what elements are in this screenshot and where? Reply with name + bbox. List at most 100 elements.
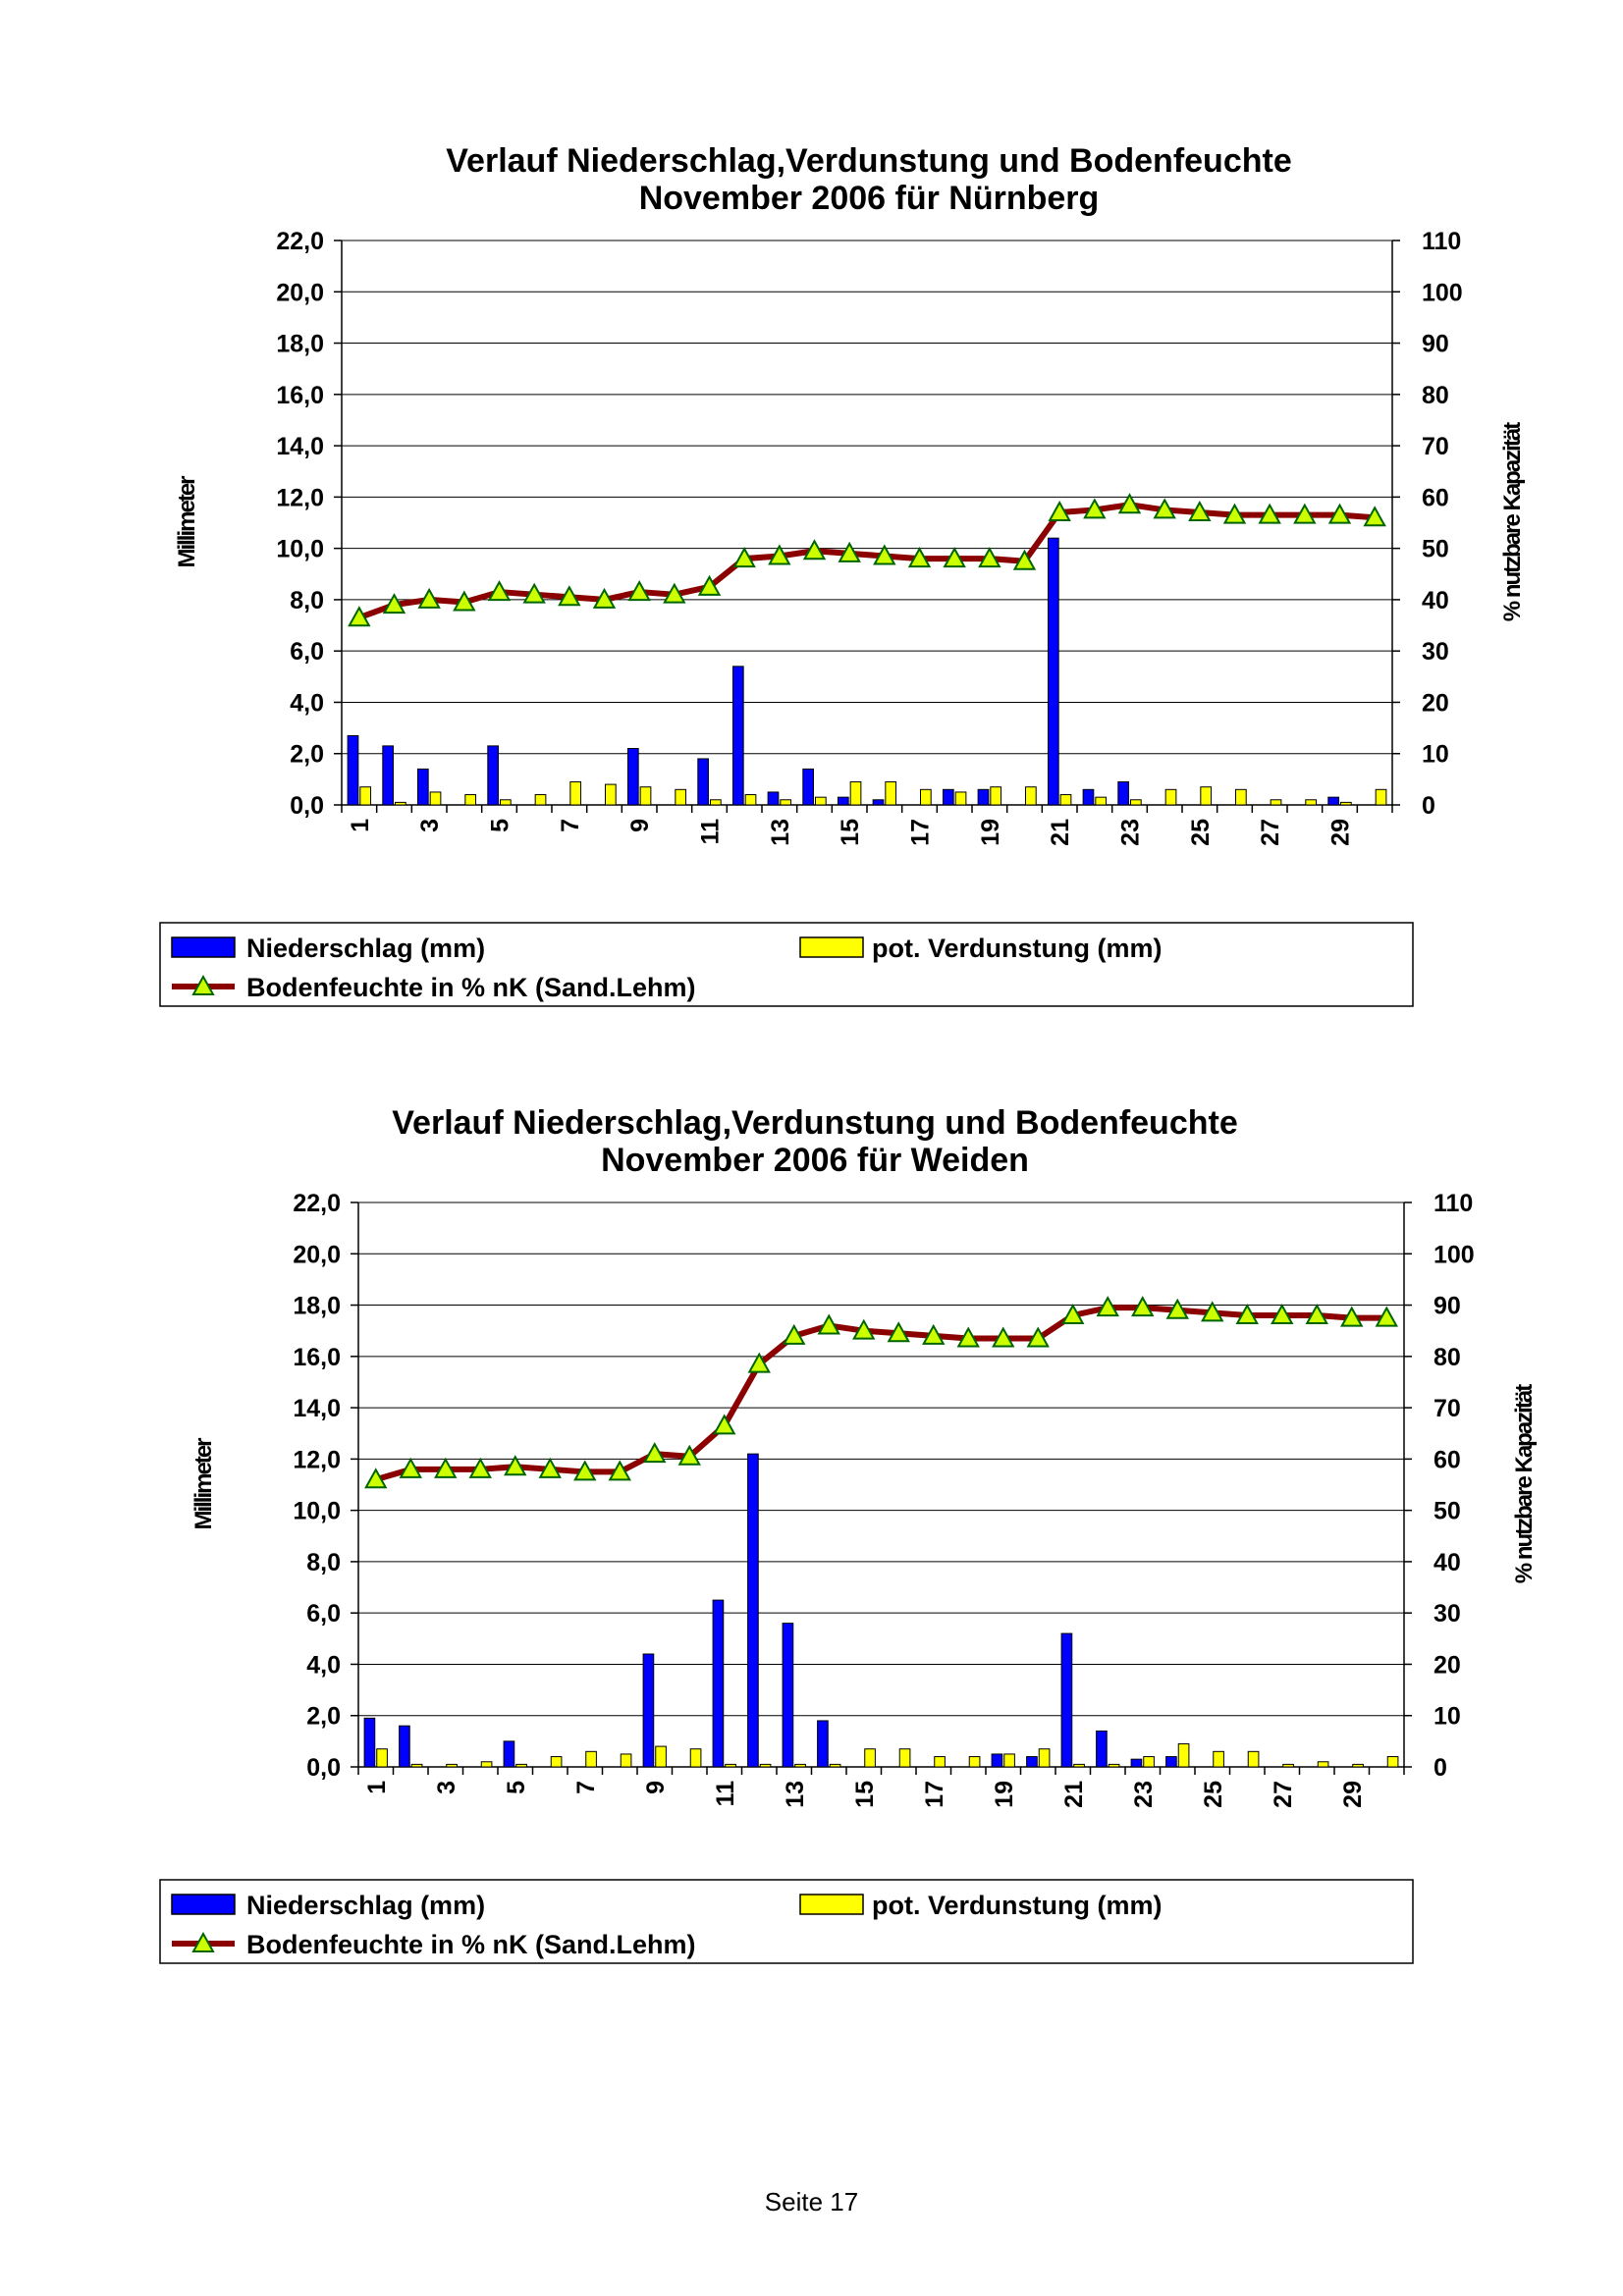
- bar-verdunstung: [605, 783, 617, 806]
- x-tick-label: 21: [1060, 1781, 1088, 1808]
- bar-verdunstung: [968, 1756, 981, 1768]
- bar-verdunstung: [954, 791, 967, 806]
- bar-verdunstung: [990, 786, 1002, 806]
- bar-verdunstung: [1305, 799, 1318, 806]
- bar-niederschlag: [697, 758, 709, 806]
- point-bodenfeuchte: [943, 547, 966, 568]
- bar-niederschlag: [626, 748, 639, 806]
- legend-label-bodenfeuchte: Bodenfeuchte in % nK (Sand.Lehm): [246, 973, 696, 1002]
- point-bodenfeuchte: [608, 1460, 631, 1481]
- y2-tick-label: 80: [1434, 1344, 1461, 1371]
- point-bodenfeuchte: [956, 1326, 980, 1348]
- bar-niederschlag: [1060, 1632, 1073, 1768]
- bar-verdunstung: [1177, 1742, 1190, 1768]
- point-bodenfeuchte: [643, 1442, 667, 1464]
- bar-verdunstung: [395, 801, 406, 806]
- bar-niederschlag: [399, 1725, 410, 1768]
- y-tick-label: 12,0: [293, 1446, 341, 1473]
- y2-tick-label: 100: [1422, 279, 1463, 306]
- x-tick-label: 5: [487, 819, 514, 832]
- bar-verdunstung: [780, 799, 792, 806]
- bar-verdunstung: [1130, 799, 1142, 806]
- bar-verdunstung: [480, 1761, 493, 1768]
- point-bodenfeuchte: [522, 582, 546, 604]
- x-tick-label: 3: [416, 819, 444, 832]
- y2-tick-label: 90: [1434, 1293, 1461, 1320]
- x-tick-label: 13: [782, 1781, 809, 1808]
- x-tick-label: 17: [907, 819, 935, 846]
- point-bodenfeuchte: [1375, 1306, 1398, 1327]
- x-tick-label: 7: [572, 1781, 600, 1794]
- y2-tick-label: 40: [1434, 1549, 1461, 1576]
- bar-verdunstung: [1200, 786, 1213, 806]
- x-tick-label: 11: [697, 819, 725, 845]
- y2-tick-label: 10: [1434, 1703, 1461, 1731]
- bar-verdunstung: [934, 1756, 946, 1768]
- y-tick-label: 10,0: [276, 536, 324, 563]
- chart-title-line: Verlauf Niederschlag,Verdunstung und Bod…: [392, 1104, 1237, 1142]
- bar-verdunstung: [1038, 1748, 1051, 1768]
- bar-niederschlag: [1165, 1756, 1177, 1768]
- bar-verdunstung: [849, 780, 862, 806]
- bar-verdunstung: [885, 780, 897, 806]
- point-bodenfeuchte: [627, 580, 651, 602]
- point-bodenfeuchte: [1188, 500, 1212, 522]
- bar-verdunstung: [675, 788, 687, 806]
- x-tick-label: 29: [1327, 819, 1355, 846]
- bar-niederschlag: [347, 734, 359, 806]
- y2-axis-title: % nutzbare Kapazität: [1499, 422, 1526, 621]
- x-tick-label: 17: [921, 1781, 948, 1808]
- legend-swatch-verdunstung: [799, 936, 864, 958]
- x-tick-label: 23: [1117, 819, 1145, 846]
- bar-verdunstung: [515, 1763, 527, 1768]
- bar-niederschlag: [1096, 1730, 1108, 1768]
- x-tick-label: 15: [837, 819, 864, 846]
- point-bodenfeuchte: [1222, 503, 1247, 524]
- x-tick-label: 21: [1047, 819, 1074, 846]
- point-bodenfeuchte: [1305, 1303, 1328, 1324]
- bar-verdunstung: [710, 799, 722, 806]
- bar-niederschlag: [1082, 788, 1095, 806]
- y2-tick-label: 30: [1434, 1600, 1461, 1628]
- point-bodenfeuchte: [783, 1323, 806, 1345]
- bar-verdunstung: [534, 794, 547, 806]
- chart-title-line: November 2006 für Nürnberg: [639, 180, 1100, 217]
- y-tick-label: 6,0: [290, 638, 324, 666]
- x-tick-label: 9: [642, 1781, 670, 1794]
- x-tick-label: 27: [1270, 1781, 1297, 1808]
- point-bodenfeuchte: [978, 547, 1001, 568]
- x-tick-label: 25: [1200, 1781, 1227, 1808]
- y-tick-label: 8,0: [290, 587, 324, 614]
- y2-tick-label: 60: [1434, 1446, 1461, 1473]
- y2-tick-label: 30: [1422, 638, 1449, 666]
- point-bodenfeuchte: [504, 1455, 527, 1476]
- point-bodenfeuchte: [399, 1457, 422, 1478]
- bar-verdunstung: [429, 791, 442, 806]
- point-bodenfeuchte: [1363, 506, 1386, 527]
- point-bodenfeuchte: [468, 1457, 492, 1478]
- legend-box: [159, 922, 1414, 1007]
- point-bodenfeuchte: [1258, 503, 1281, 524]
- point-bodenfeuchte: [677, 1444, 701, 1466]
- y-tick-label: 14,0: [276, 433, 324, 460]
- point-bodenfeuchte: [1048, 500, 1071, 522]
- x-tick-label: 19: [991, 1781, 1018, 1808]
- x-tick-label: 5: [503, 1781, 530, 1794]
- bar-niederschlag: [872, 799, 885, 806]
- bar-verdunstung: [655, 1745, 667, 1768]
- point-bodenfeuchte: [573, 1460, 597, 1481]
- y2-tick-label: 70: [1434, 1395, 1461, 1422]
- bar-verdunstung: [1375, 788, 1387, 806]
- bar-verdunstung: [376, 1748, 388, 1768]
- bar-niederschlag: [731, 666, 744, 806]
- y2-tick-label: 100: [1434, 1241, 1475, 1268]
- point-bodenfeuchte: [1096, 1296, 1119, 1317]
- point-bodenfeuchte: [434, 1457, 458, 1478]
- point-bodenfeuchte: [417, 587, 441, 609]
- legend-box: [159, 1879, 1414, 1964]
- x-tick-label: 19: [977, 819, 1004, 846]
- bar-niederschlag: [782, 1623, 794, 1768]
- legend-label-bodenfeuchte: Bodenfeuchte in % nK (Sand.Lehm): [246, 1930, 696, 1959]
- y-tick-label: 4,0: [290, 689, 324, 717]
- bar-verdunstung: [569, 780, 582, 806]
